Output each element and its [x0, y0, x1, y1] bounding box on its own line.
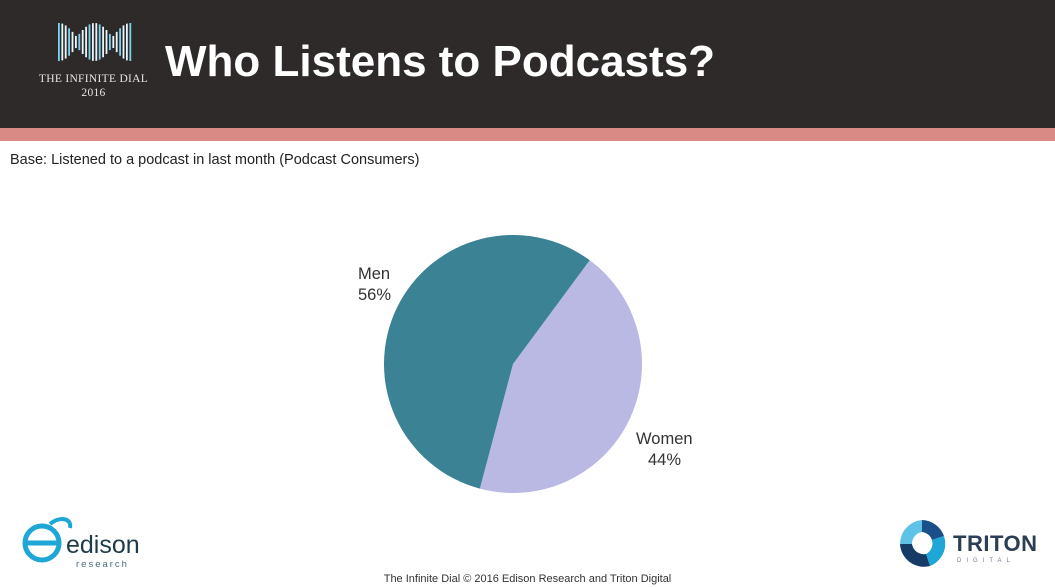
page-title: Who Listens to Podcasts? — [165, 37, 716, 86]
dial-bar — [109, 33, 111, 51]
women-label: Women — [636, 430, 693, 448]
triton-logo-word: TRITON — [953, 531, 1038, 556]
dial-bar — [95, 23, 98, 61]
dial-bar — [119, 28, 121, 56]
dial-bar — [81, 30, 84, 54]
dial-bar — [98, 24, 101, 60]
men-label: Men — [358, 265, 390, 283]
dial-bar — [92, 23, 94, 61]
pie-slice-men — [383, 234, 590, 489]
triton-logo-icon — [899, 520, 946, 567]
dial-bar — [115, 31, 118, 53]
dial-bar — [61, 23, 64, 61]
infinite-dial-logo-icon — [58, 23, 132, 61]
dial-bar — [88, 24, 91, 60]
men-value: 56% — [358, 286, 391, 304]
dial-bar — [78, 33, 81, 51]
dial-bar — [112, 35, 115, 49]
dial-bar — [129, 23, 132, 61]
infinite-dial-logo-text: THE INFINITE DIAL 2016 — [26, 72, 161, 100]
edison-logo-icon — [22, 517, 73, 563]
dial-bar — [64, 25, 67, 59]
accent-stripe — [0, 128, 1055, 141]
dial-bar — [126, 23, 128, 61]
base-note: Base: Listened to a podcast in last mont… — [10, 152, 420, 168]
dial-bar — [85, 26, 87, 58]
edison-logo-sub: research — [76, 559, 129, 570]
dial-bar — [122, 25, 125, 59]
pie-slice-women — [479, 260, 642, 493]
dial-bar — [71, 31, 74, 53]
triton-logo-sub: DIGITAL — [957, 558, 1015, 564]
edison-logo-word: edison — [66, 531, 140, 559]
footer-copyright: The Infinite Dial © 2016 Edison Research… — [383, 573, 672, 585]
logo-line-1: THE INFINITE DIAL — [38, 73, 149, 85]
dial-bar — [105, 30, 108, 54]
header-bar — [0, 0, 1055, 128]
dial-bar — [75, 35, 77, 49]
dial-bar — [68, 28, 70, 56]
women-value: 44% — [648, 451, 681, 469]
logo-line-2: 2016 — [81, 87, 106, 99]
dial-bar — [58, 23, 60, 61]
dial-bar — [102, 26, 104, 58]
